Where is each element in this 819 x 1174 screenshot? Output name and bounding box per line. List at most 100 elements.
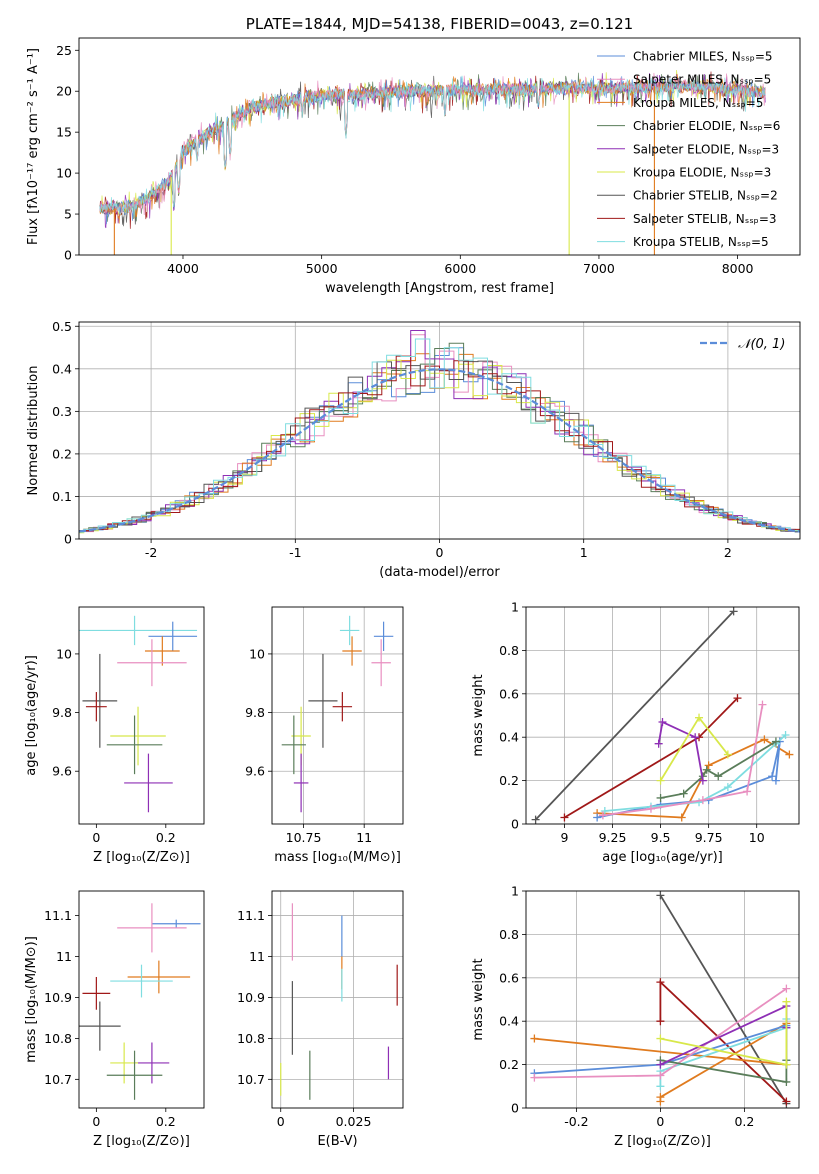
x-axis-label: E(B-V) bbox=[317, 1134, 357, 1149]
weight-marker bbox=[598, 811, 607, 820]
y-axis-label: mass [log₁₀(M/M⊙)] bbox=[24, 936, 39, 1063]
chart-title: PLATE=1844, MJD=54138, FIBERID=0043, z=0… bbox=[246, 15, 633, 33]
x-axis-label: Z [log₁₀(Z/Z⊙)] bbox=[614, 1134, 711, 1149]
x-tick-label: 0 bbox=[92, 1114, 100, 1129]
weight-line-chabrier-elodie bbox=[660, 740, 777, 799]
x-tick-label: 0 bbox=[436, 545, 444, 560]
x-tick-label: 9.75 bbox=[695, 830, 723, 845]
y-tick-label: 9.8 bbox=[245, 705, 265, 720]
weight-marker bbox=[646, 804, 655, 813]
weight-marker bbox=[760, 735, 769, 744]
axes-frame bbox=[78, 37, 801, 256]
weight-marker bbox=[656, 1017, 665, 1026]
weight-marker bbox=[785, 750, 794, 759]
weight-marker bbox=[593, 813, 602, 822]
y-tick-label: 11 bbox=[56, 949, 72, 964]
y-axis-label: age [log₁₀(age/yr)] bbox=[24, 655, 39, 776]
legend-label: Salpeter MILES, Nₛₛₚ=5 bbox=[633, 73, 771, 87]
x-tick-label: 5000 bbox=[306, 261, 338, 276]
weight-marker bbox=[679, 789, 688, 798]
panel-age_vs_mass: 10.75 11 9.6 9.8 10 mass [log₁₀(M/M⊙)] bbox=[245, 606, 404, 865]
x-axis-label: (data-model)/error bbox=[379, 565, 500, 580]
y-tick-label: 0.6 bbox=[499, 686, 519, 701]
plot-area bbox=[79, 615, 198, 813]
y-tick-label: 0 bbox=[511, 817, 519, 832]
weight-marker bbox=[691, 733, 700, 742]
weight-marker bbox=[733, 694, 742, 703]
legend-label: Kroupa MILES, Nₛₛₚ=5 bbox=[633, 96, 763, 110]
weight-marker bbox=[560, 813, 569, 822]
y-tick-label: 0.1 bbox=[52, 489, 72, 504]
y-tick-label: 10.8 bbox=[237, 1031, 265, 1046]
y-tick-label: 0.2 bbox=[499, 773, 519, 788]
y-tick-label: 0 bbox=[64, 532, 72, 547]
spectrum-line-salpeter-miles bbox=[99, 72, 766, 216]
axes-frame bbox=[525, 606, 800, 825]
y-tick-label: 10.7 bbox=[44, 1072, 72, 1087]
y-tick-label: 0.4 bbox=[499, 1014, 519, 1029]
weight-line-kroupa-stelib bbox=[604, 734, 787, 812]
x-axis-label: Z [log₁₀(Z/Z⊙)] bbox=[93, 850, 190, 865]
weight-marker bbox=[677, 813, 686, 822]
y-tick-label: 9.6 bbox=[52, 764, 72, 779]
x-tick-label: 0.025 bbox=[336, 1114, 372, 1129]
panel-mass_vs_Z: 0 0.2 10.7 10.8 10.9 11 11.1 Z [log₁₀(Z/Z⊙)] mas… bbox=[24, 890, 205, 1149]
y-axis-label: Normed distribution bbox=[26, 366, 41, 496]
x-tick-label: 2 bbox=[724, 545, 732, 560]
y-tick-label: 15 bbox=[56, 125, 72, 140]
plot-area bbox=[79, 903, 201, 1100]
legend-label: Salpeter STELIB, Nₛₛₚ=3 bbox=[633, 212, 777, 226]
x-axis-label: wavelength [Angstrom, rest frame] bbox=[325, 281, 554, 296]
y-tick-label: 1 bbox=[511, 600, 519, 615]
x-axis-label: age [log₁₀(age/yr)] bbox=[602, 850, 723, 865]
weight-marker bbox=[758, 700, 767, 709]
x-tick-label: -1 bbox=[289, 545, 301, 560]
x-tick-label: 0.2 bbox=[156, 1114, 176, 1129]
y-tick-label: 10 bbox=[56, 166, 72, 181]
weight-marker bbox=[656, 1082, 665, 1091]
legend-label: Chabrier MILES, Nₛₛₚ=5 bbox=[633, 50, 773, 64]
y-tick-label: 0.8 bbox=[499, 643, 519, 658]
weight-line-salpeter-miles bbox=[602, 704, 764, 817]
y-tick-label: 20 bbox=[56, 84, 72, 99]
x-tick-label: -2 bbox=[145, 545, 157, 560]
y-tick-label: 10.8 bbox=[44, 1031, 72, 1046]
weight-line-chabrier-stelib bbox=[534, 610, 735, 821]
y-tick-label: 10.9 bbox=[237, 990, 265, 1005]
y-tick-label: 0.5 bbox=[52, 319, 72, 334]
y-tick-label: 0.8 bbox=[499, 927, 519, 942]
weight-line-kroupa-elodie bbox=[659, 716, 729, 782]
panel-spectrum: 4000 5000 6000 7000 8000 0 5 10 15 20 25 wavelength… bbox=[26, 15, 801, 296]
weight-marker bbox=[654, 739, 663, 748]
weight-marker bbox=[729, 607, 738, 616]
y-tick-label: 0.6 bbox=[499, 970, 519, 985]
weight-marker bbox=[698, 796, 707, 805]
plot-area bbox=[530, 891, 791, 1108]
y-tick-label: 0.3 bbox=[52, 404, 72, 419]
legend-label: Salpeter ELODIE, Nₛₛₚ=3 bbox=[633, 142, 779, 156]
weight-marker bbox=[723, 783, 732, 792]
x-tick-label: 10 bbox=[749, 830, 765, 845]
y-tick-label: 0 bbox=[511, 1101, 519, 1116]
y-tick-label: 9.8 bbox=[52, 705, 72, 720]
weight-marker bbox=[530, 1073, 539, 1082]
y-tick-label: 10 bbox=[56, 646, 72, 661]
x-tick-label: 1 bbox=[580, 545, 588, 560]
y-tick-label: 1 bbox=[511, 884, 519, 899]
x-axis-label: Z [log₁₀(Z/Z⊙)] bbox=[93, 1134, 190, 1149]
weight-marker bbox=[723, 750, 732, 759]
y-tick-label: 10.7 bbox=[237, 1072, 265, 1087]
x-tick-label: 0 bbox=[656, 1114, 664, 1129]
weight-marker bbox=[702, 765, 711, 774]
weight-marker bbox=[530, 1034, 539, 1043]
weight-marker bbox=[704, 761, 713, 770]
weight-marker bbox=[768, 772, 777, 781]
weight-marker bbox=[781, 731, 790, 740]
weight-marker bbox=[656, 776, 665, 785]
legend: 𝒩(0, 1) bbox=[700, 337, 785, 352]
axes-frame bbox=[525, 890, 800, 1109]
x-tick-label: 7000 bbox=[583, 261, 615, 276]
weight-line-salpeter-elodie bbox=[657, 720, 704, 781]
weight-marker bbox=[658, 718, 667, 727]
panel-weight_vs_age: 9 9.25 9.5 9.75 10 0 0.2 0.4 0.6 0.8 1 age [log₁₀(a… bbox=[471, 600, 800, 865]
